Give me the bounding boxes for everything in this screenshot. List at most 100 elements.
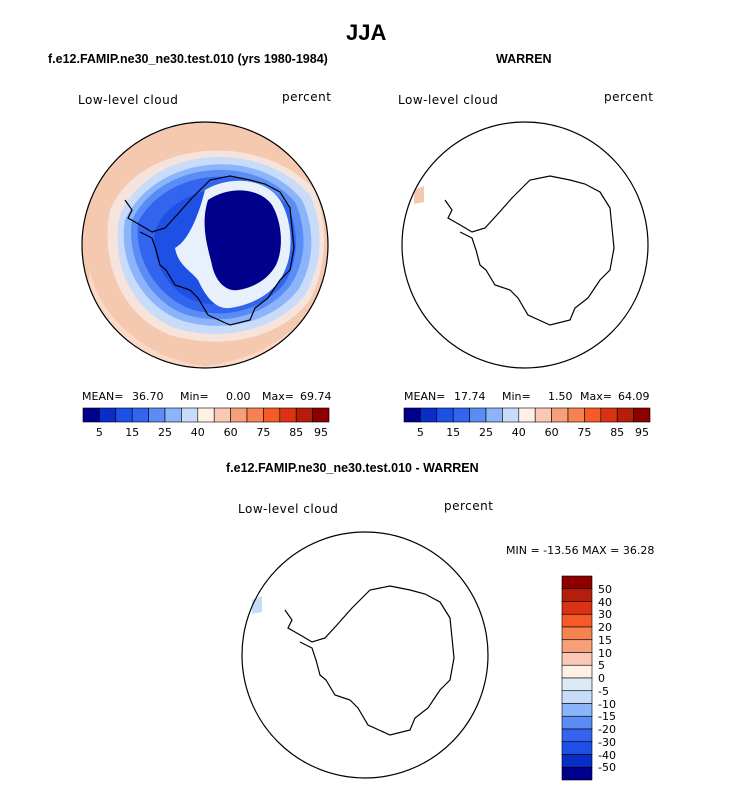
panel1-mean-label: MEAN= (82, 390, 124, 403)
colorbar-swatch (452, 407, 470, 423)
colorbar-swatch (164, 407, 182, 423)
tick-label: 85 (289, 426, 304, 439)
panel2-map-border (401, 121, 649, 369)
tick-label: 85 (610, 426, 625, 439)
colorbar-swatch (213, 407, 231, 423)
tick-label: 5 (598, 659, 605, 673)
panel3-field-patch (252, 596, 262, 614)
panel2-variable-label: Low-level cloud (398, 93, 499, 107)
panel1-colorbar (82, 407, 330, 423)
colorbar-swatch (584, 407, 602, 423)
tick-label: 95 (635, 426, 649, 439)
tick-label: -5 (598, 684, 609, 698)
colorbar-swatch (518, 407, 536, 423)
tick-label: 10 (598, 646, 612, 660)
panel3-colorbar-ticks: 50 40 30 20 15 10 5 0 -5 -10 -15 -20 -30… (598, 576, 638, 780)
colorbar-swatch (561, 575, 593, 590)
panel1-field-dark-core (204, 190, 281, 291)
panel3-variable-label: Low-level cloud (238, 502, 339, 516)
tick-label: 20 (598, 621, 612, 634)
tick-label: 75 (256, 426, 271, 439)
panel1-title: f.e12.FAMIP.ne30_ne30.test.010 (yrs 1980… (48, 52, 328, 66)
tick-label: -50 (598, 761, 616, 775)
colorbar-swatch (561, 664, 593, 679)
panel3-colorbar (561, 575, 593, 781)
tick-label: 15 (446, 426, 461, 439)
panel2-min-label: Min= (502, 390, 531, 403)
panel2-min-value: 1.50 (548, 390, 573, 403)
tick-label: -15 (598, 710, 616, 724)
panel2-antarctica-coastline (444, 175, 615, 326)
colorbar-swatch (502, 407, 520, 423)
panel1-polar-map (81, 121, 329, 369)
colorbar-swatch (279, 407, 297, 423)
panel1-min-value: 0.00 (226, 390, 251, 403)
panel1-colorbar-ticks: 5 15 25 40 60 75 85 95 (83, 426, 329, 440)
tick-label: 40 (598, 595, 612, 609)
tick-label: -10 (598, 697, 616, 711)
figure-title: JJA (346, 20, 387, 45)
colorbar-swatch (131, 407, 149, 423)
tick-label: -20 (598, 723, 616, 736)
colorbar-swatch (295, 407, 313, 423)
colorbar-swatch (561, 652, 593, 666)
colorbar-swatch (534, 407, 552, 423)
tick-label: 5 (95, 426, 103, 439)
tick-label: 5 (416, 426, 424, 439)
colorbar-swatch (469, 407, 487, 423)
colorbar-swatch (263, 407, 281, 423)
colorbar-swatch (616, 407, 634, 423)
tick-label: 15 (125, 426, 140, 439)
panel1-field-light-orange (82, 270, 328, 368)
colorbar-swatch (561, 613, 593, 628)
colorbar-swatch (561, 766, 593, 781)
panel1-units-label: percent (282, 90, 332, 104)
colorbar-swatch (82, 407, 100, 423)
colorbar-swatch (115, 407, 133, 423)
panel2-title: WARREN (496, 52, 552, 66)
tick-label: 60 (223, 426, 238, 439)
panel2-map-background (402, 122, 648, 368)
panel2-max-value: 64.09 (618, 390, 650, 403)
colorbar-swatch (567, 407, 585, 423)
colorbar-swatch (561, 677, 593, 692)
colorbar-swatch (561, 728, 593, 743)
colorbar-swatch (181, 407, 199, 423)
panel2-units-label: percent (604, 90, 654, 104)
colorbar-swatch (99, 407, 117, 423)
colorbar-swatch (561, 626, 593, 641)
tick-label: 25 (158, 426, 172, 439)
panel3-map-border (241, 531, 489, 779)
colorbar-swatch (561, 601, 593, 615)
colorbar-swatch (551, 407, 569, 423)
colorbar-swatch (561, 715, 593, 730)
tick-label: -30 (598, 735, 616, 749)
colorbar-swatch (561, 639, 593, 653)
colorbar-swatch (561, 754, 593, 768)
panel1-min-label: Min= (180, 390, 209, 403)
panel3-antarctica-coastline (284, 585, 455, 736)
colorbar-swatch (633, 407, 651, 423)
colorbar-swatch (246, 407, 264, 423)
tick-label: 30 (598, 608, 612, 622)
colorbar-swatch (561, 690, 593, 704)
panel2-colorbar (403, 407, 651, 423)
colorbar-swatch (561, 703, 593, 717)
tick-label: 15 (598, 633, 612, 647)
colorbar-swatch (561, 588, 593, 602)
tick-label: 95 (314, 426, 328, 439)
tick-label: 40 (190, 426, 205, 439)
colorbar-swatch (561, 741, 593, 755)
colorbar-swatch (403, 407, 421, 423)
panel1-antarctica-coastline (124, 175, 295, 326)
panel2-field-patch (414, 186, 424, 204)
colorbar-swatch (436, 407, 454, 423)
colorbar-swatch (312, 407, 330, 423)
tick-label: -40 (598, 748, 616, 762)
colorbar-swatch (197, 407, 215, 423)
tick-label: 25 (479, 426, 493, 439)
panel1-variable-label: Low-level cloud (78, 93, 179, 107)
panel3-polar-map (241, 531, 489, 779)
colorbar-swatch (420, 407, 438, 423)
